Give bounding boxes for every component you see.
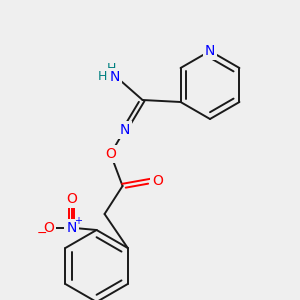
Text: +: + [74,216,82,226]
Text: N: N [205,44,215,58]
Text: N: N [66,221,77,235]
Text: H: H [107,62,116,76]
Text: O: O [105,147,116,161]
Text: O: O [152,174,163,188]
Text: N: N [119,123,130,137]
Text: O: O [43,221,54,235]
Text: O: O [66,192,77,206]
Text: −: − [36,226,47,239]
Text: H: H [98,70,107,83]
Text: N: N [110,70,120,84]
